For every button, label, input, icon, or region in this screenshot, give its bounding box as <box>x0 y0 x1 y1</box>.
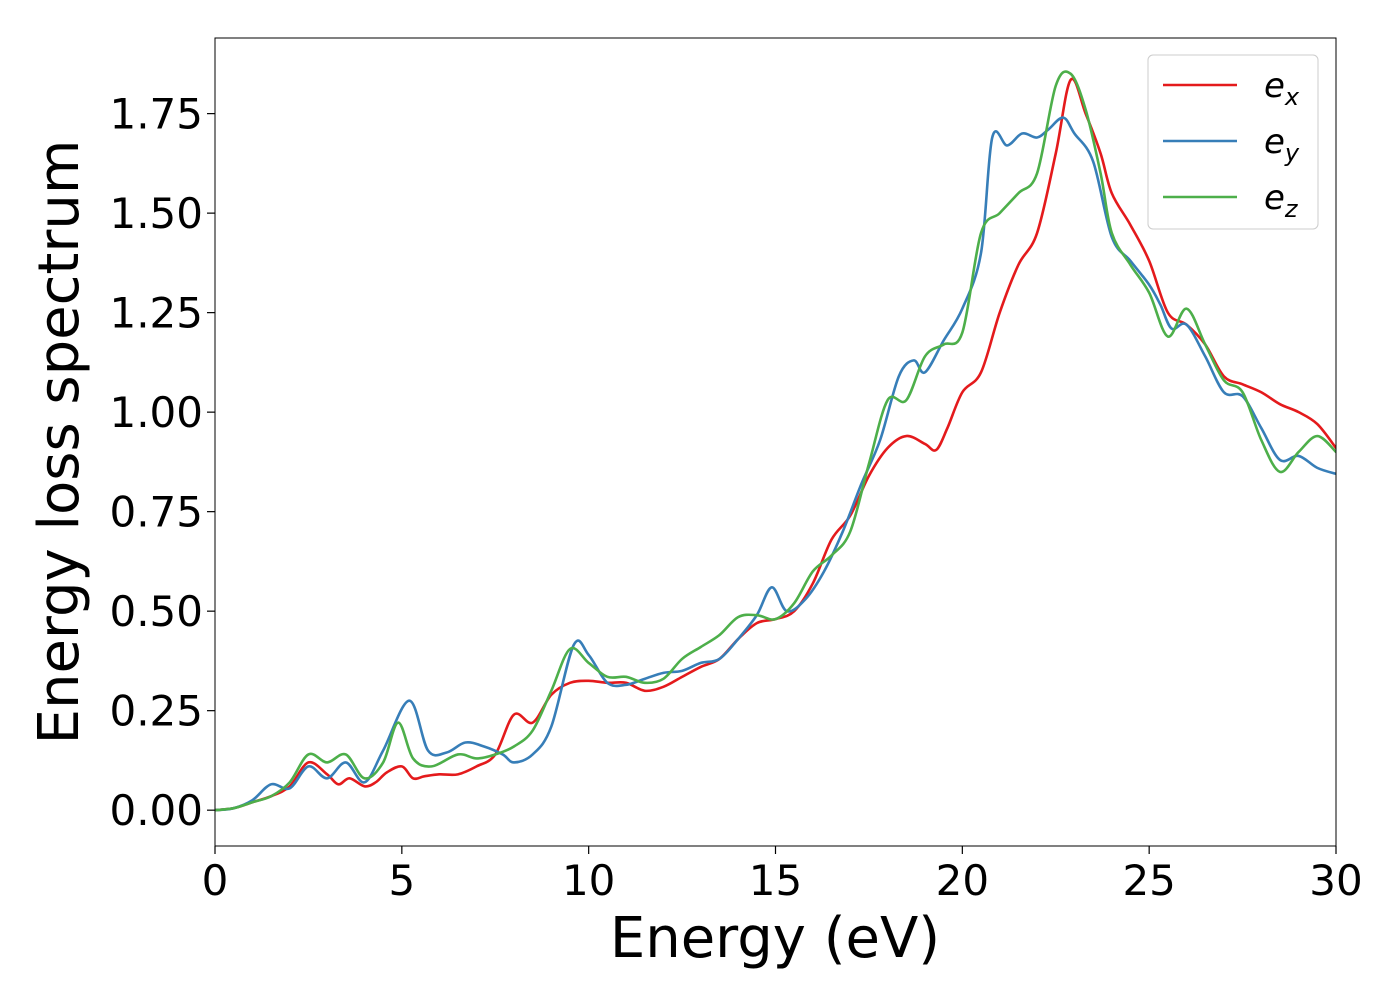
series-layer <box>215 70 1336 812</box>
x-axis-ticks: 0 5 10 15 20 25 30 <box>202 846 1363 905</box>
x-tick-label: 5 <box>388 856 415 905</box>
x-tick-label: 15 <box>749 856 802 905</box>
y-tick-label: 1.50 <box>109 189 203 238</box>
y-tick-label: 0.25 <box>109 687 203 736</box>
y-axis-ticks: 0.00 0.25 0.50 0.75 1.00 1.25 1.50 1.75 <box>109 90 215 835</box>
legend-label-y: ey <box>1264 122 1300 167</box>
x-tick-label: 30 <box>1309 856 1362 905</box>
y-tick-label: 0.75 <box>109 488 203 537</box>
legend-label-z: ez <box>1264 178 1299 223</box>
y-axis-label: Energy loss spectrum <box>27 140 92 745</box>
x-axis-label: Energy (eV) <box>610 906 940 971</box>
legend: ex ey ez <box>1147 54 1319 230</box>
series-line-z <box>215 70 1336 812</box>
x-tick-label: 0 <box>202 856 229 905</box>
y-tick-label: 1.25 <box>109 289 203 338</box>
x-tick-label: 25 <box>1122 856 1175 905</box>
series-line-y <box>215 116 1336 812</box>
x-tick-label: 10 <box>562 856 615 905</box>
y-tick-label: 1.00 <box>109 388 203 437</box>
y-tick-label: 1.75 <box>109 90 203 139</box>
y-tick-label: 0.00 <box>109 786 203 835</box>
legend-label-x: ex <box>1264 66 1300 111</box>
x-tick-label: 20 <box>936 856 989 905</box>
y-tick-label: 0.50 <box>109 587 203 636</box>
